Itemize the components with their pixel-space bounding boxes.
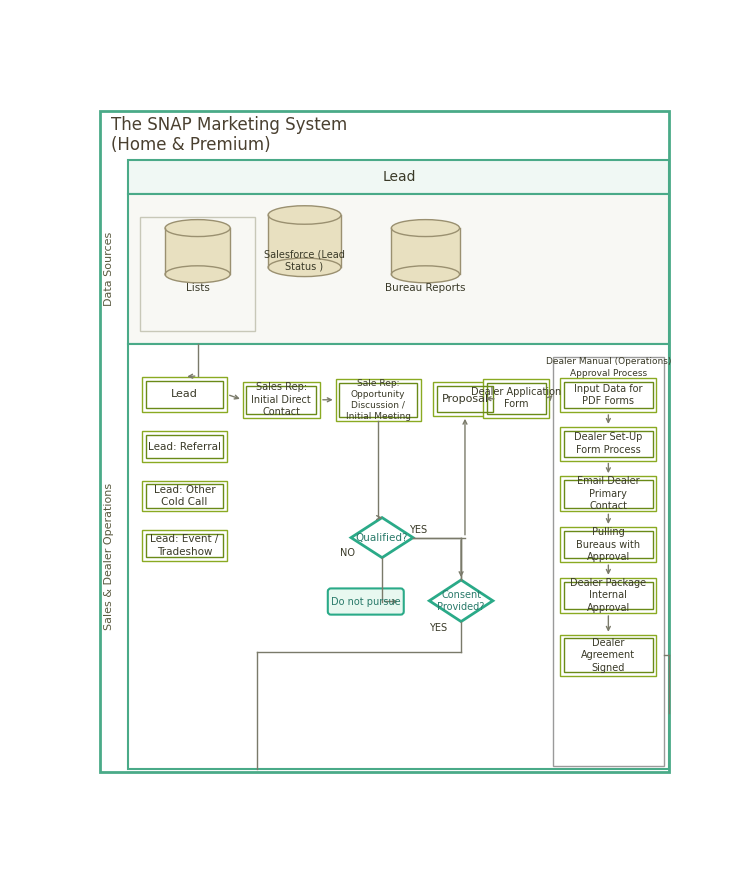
Bar (146, 534, 224, 557)
Text: YES: YES (429, 623, 447, 634)
Bar (560, 476, 656, 511)
Text: Pulling
Bureaus with
Approval: Pulling Bureaus with Approval (576, 527, 640, 562)
Bar (560, 427, 656, 461)
Text: Lead: Other
Cold Call: Lead: Other Cold Call (154, 485, 215, 507)
Text: Bureau Reports: Bureau Reports (386, 283, 466, 293)
Text: Dealer Manual (Operations)
Approval Process: Dealer Manual (Operations) Approval Proc… (546, 357, 671, 378)
Text: Dealer Package
Internal
Approval: Dealer Package Internal Approval (570, 578, 646, 613)
Bar (564, 480, 652, 508)
Bar (268, 215, 341, 267)
Bar (392, 228, 460, 274)
Bar (146, 435, 224, 458)
Text: Sales & Dealer Operations: Sales & Dealer Operations (104, 482, 114, 629)
Text: Do not pursue: Do not pursue (331, 597, 400, 607)
Ellipse shape (268, 258, 341, 276)
Bar (142, 377, 227, 413)
Text: The SNAP Marketing System
(Home & Premium): The SNAP Marketing System (Home & Premiu… (111, 115, 347, 155)
Bar (564, 531, 652, 558)
Ellipse shape (165, 266, 230, 283)
Ellipse shape (268, 205, 341, 225)
Bar (142, 530, 227, 561)
Ellipse shape (392, 219, 460, 237)
Bar (560, 635, 656, 676)
Bar (564, 639, 652, 672)
Bar (128, 194, 669, 343)
Bar (560, 378, 656, 413)
Bar (433, 382, 496, 416)
Text: Input Data for
PDF Forms: Input Data for PDF Forms (574, 384, 643, 406)
Bar (242, 382, 320, 418)
Bar (142, 481, 227, 511)
Bar (140, 218, 255, 331)
Polygon shape (429, 580, 493, 621)
Text: Lead: Event /
Tradeshow: Lead: Event / Tradeshow (150, 534, 218, 557)
Text: Dealer
Agreement
Signed: Dealer Agreement Signed (581, 638, 635, 673)
Bar (560, 527, 656, 562)
Text: Dealer Application
Form: Dealer Application Form (471, 387, 561, 409)
Bar (564, 581, 652, 609)
Ellipse shape (392, 266, 460, 283)
Text: Data Sources: Data Sources (104, 232, 114, 306)
Bar (146, 380, 224, 408)
Bar (142, 432, 227, 462)
Text: Sales Rep:
Initial Direct
Contact: Sales Rep: Initial Direct Contact (251, 383, 311, 417)
Bar (437, 386, 493, 413)
Bar (564, 431, 652, 457)
Bar (560, 578, 656, 613)
Bar (553, 357, 664, 766)
Polygon shape (351, 517, 413, 558)
Text: NO: NO (340, 548, 356, 558)
Text: Proposal: Proposal (442, 394, 488, 404)
Text: Lead: Lead (171, 390, 198, 399)
Bar (128, 160, 669, 194)
Text: Sale Rep:
Opportunity
Discussion /
Initial Meeting: Sale Rep: Opportunity Discussion / Initi… (346, 378, 411, 421)
Text: Consent
Provided?: Consent Provided? (437, 590, 485, 612)
Bar (146, 484, 224, 508)
Text: Lists: Lists (186, 283, 209, 293)
Text: Salesforce (Lead
Status ): Salesforce (Lead Status ) (264, 249, 345, 272)
Bar (487, 383, 545, 413)
Bar (335, 379, 421, 420)
Text: Dealer Set-Up
Form Process: Dealer Set-Up Form Process (574, 433, 643, 454)
Bar (247, 386, 316, 413)
Bar (128, 343, 669, 768)
Ellipse shape (165, 219, 230, 237)
FancyBboxPatch shape (328, 588, 404, 614)
Text: Qualified?: Qualified? (356, 532, 408, 543)
Bar (340, 383, 417, 417)
Text: Lead: Lead (382, 170, 416, 184)
Bar (165, 228, 230, 274)
Text: Lead: Referral: Lead: Referral (148, 441, 221, 452)
Bar (564, 382, 652, 408)
Bar (483, 379, 550, 418)
Text: Email Dealer
Primary
Contact: Email Dealer Primary Contact (577, 476, 640, 511)
Text: YES: YES (409, 525, 427, 535)
